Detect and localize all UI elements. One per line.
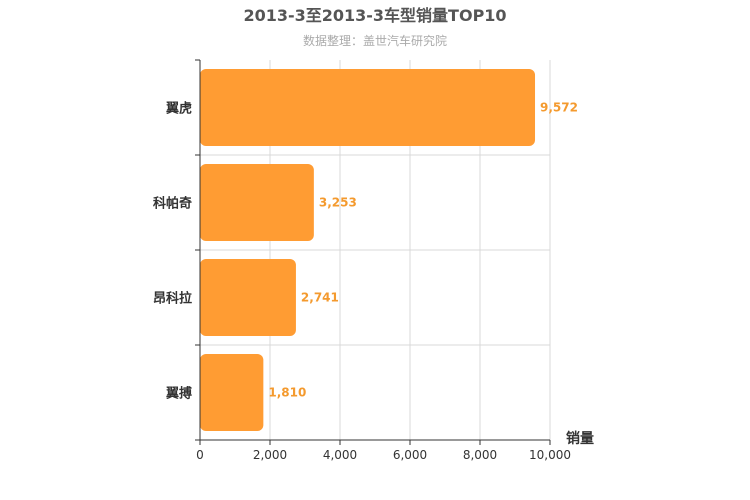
bars	[200, 69, 536, 431]
data-label: 1,810	[268, 386, 306, 400]
x-tick-label: 10,000	[529, 448, 571, 462]
category-label: 翼虎	[165, 101, 192, 117]
x-tick-label: 2,000	[253, 448, 287, 462]
data-label: 3,253	[319, 196, 357, 210]
x-tick-label: 4,000	[323, 448, 357, 462]
x-tick-label: 8,000	[463, 448, 497, 462]
bar[interactable]	[200, 354, 264, 431]
bar[interactable]	[200, 259, 296, 336]
data-labels: 9,572 3,253 2,741 1,810	[268, 101, 578, 400]
chart-subtitle: 数据整理：盖世汽车研究院	[303, 33, 447, 48]
category-label: 翼搏	[165, 386, 192, 402]
axes	[195, 59, 551, 445]
category-label: 昂科拉	[153, 291, 192, 307]
data-label: 9,572	[540, 101, 578, 115]
x-tick-label: 6,000	[393, 448, 427, 462]
tick-labels: 0 2,000 4,000 6,000 8,000 10,000	[196, 448, 571, 462]
bar[interactable]	[200, 164, 314, 241]
x-tick-label: 0	[196, 448, 204, 462]
x-axis-title: 销量	[566, 430, 594, 447]
data-label: 2,741	[301, 291, 339, 305]
bar[interactable]	[200, 69, 536, 146]
category-label: 科帕奇	[153, 196, 192, 212]
chart-title: 2013-3至2013-3车型销量TOP10	[243, 6, 506, 25]
